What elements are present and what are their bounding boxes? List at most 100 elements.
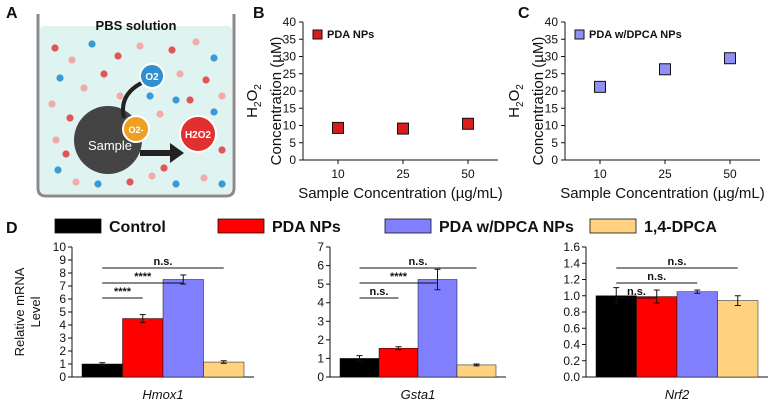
superoxide-label: O2- (128, 125, 143, 135)
legend-marker (574, 29, 585, 40)
molecule-dot (186, 96, 194, 104)
h2o2-label: H2O2 (185, 130, 212, 141)
y-tick-label: 6 (59, 292, 66, 306)
molecule-dot (62, 150, 70, 158)
y-tick-label: 0.0 (563, 370, 580, 384)
y-tick-label: 1.2 (563, 273, 580, 287)
y-tick-label: 5 (317, 277, 324, 291)
legend-label: PDA NPs (272, 219, 341, 236)
molecule-dot (218, 146, 226, 154)
molecule-dot (114, 52, 122, 60)
y-tick-label: 25 (283, 67, 297, 81)
data-point (332, 121, 344, 134)
molecule-dot (218, 92, 226, 100)
molecule-dot (172, 180, 180, 188)
superoxide-molecule (122, 115, 150, 143)
y-axis-title: H2O2 Concentration (µM) (244, 37, 285, 166)
bar (717, 300, 759, 378)
significance-label: n.s. (647, 271, 666, 283)
bar (122, 318, 164, 378)
bar (378, 347, 419, 378)
x-tick-label: 10 (331, 167, 345, 181)
y-tick-label: 5 (289, 136, 296, 150)
molecule-dot (210, 54, 218, 62)
significance-label: n.s. (409, 256, 428, 268)
y-tick-label: 25 (545, 67, 559, 81)
chart-panel-b: 0 5 10 15 20 25 30 35 40 10 25 50 PDA NPs Sample Conc… (244, 15, 503, 202)
y-tick-label: 9 (59, 253, 66, 267)
molecule-dot (192, 38, 200, 46)
molecule-dot (66, 114, 74, 122)
h2o2-molecule (179, 115, 217, 153)
molecule-dot (168, 46, 176, 54)
y-tick-label: 10 (545, 119, 559, 133)
schematic-panel: PBS solution Sample O2 O2- H2O2 (36, 14, 236, 198)
data-point (659, 63, 671, 76)
data-point (594, 80, 606, 93)
molecule-dot (68, 56, 76, 64)
panel-label-a: A (6, 5, 18, 22)
legend-label: PDA NPs (327, 29, 374, 41)
bar (203, 361, 245, 378)
panel-label-d: D (6, 220, 18, 237)
y-tick-label: 6 (317, 259, 324, 273)
y-axis-title: H2O2 Concentration (µM) (506, 37, 547, 166)
y-tick-label: 40 (545, 15, 559, 29)
bar (81, 363, 123, 378)
molecule-dot (146, 92, 154, 100)
significance-label: n.s. (370, 286, 389, 298)
y-tick-label: 4 (59, 318, 66, 332)
y-tick-label: 30 (283, 50, 297, 64)
y-tick-label: 2 (59, 344, 66, 358)
x-tick-label: 50 (461, 167, 475, 181)
y-tick-label: 20 (545, 84, 559, 98)
chart-panel-d-nrf2: 0.00.20.40.60.81.01.21.41.6n.s.n.s.n.s.N… (563, 240, 768, 402)
o2-molecule (139, 63, 165, 89)
gene-label: Hmox1 (142, 387, 183, 402)
molecule-dot (156, 110, 164, 118)
y-tick-label: 15 (283, 101, 297, 115)
molecule-dot (48, 100, 56, 108)
legend-marker (312, 29, 323, 40)
gene-label: Gsta1 (401, 387, 436, 402)
legend-swatch (54, 218, 102, 234)
y-tick-label: 2 (317, 333, 324, 347)
y-tick-label: 1.4 (563, 256, 580, 270)
y-tick-label: 0 (551, 153, 558, 167)
y-tick-label: 10 (283, 119, 297, 133)
y-tick-label: 5 (551, 136, 558, 150)
molecule-dot (202, 76, 210, 84)
bar (417, 279, 458, 378)
molecule-dot (160, 164, 168, 172)
molecule-dot (100, 70, 108, 78)
chart-panel-c: 0 5 10 15 20 25 30 35 40 10 25 50 PDA w/DPCA NPs Samp… (506, 15, 765, 202)
legend-d: Control PDA NPs PDA w/DPCA NPs 1,4-DPCA (54, 218, 717, 236)
bar (595, 295, 637, 378)
y-tick-label: 35 (283, 32, 297, 46)
y-tick-label: 0.4 (563, 338, 580, 352)
molecule-dots (48, 38, 226, 188)
pbs-solution-title: PBS solution (96, 18, 177, 33)
molecule-dot (136, 42, 144, 50)
x-tick-label: 50 (723, 167, 737, 181)
significance-label: n.s. (154, 256, 173, 268)
y-tick-label: 8 (59, 266, 66, 280)
molecule-dot (148, 172, 156, 180)
molecule-dot (52, 136, 60, 144)
significance-label: n.s. (627, 286, 646, 298)
data-point (724, 52, 736, 65)
legend-label: 1,4-DPCA (644, 219, 717, 236)
panel-label-c: C (518, 5, 530, 22)
bar (162, 279, 204, 378)
y-tick-label: 15 (545, 101, 559, 115)
y-tick-label: 1.6 (563, 240, 580, 254)
y-tick-label: 0 (289, 153, 296, 167)
panel-label-b: B (253, 5, 265, 22)
beaker (36, 14, 236, 198)
y-tick-label: 7 (317, 240, 324, 254)
data-point (462, 117, 474, 130)
y-tick-label: 0 (59, 370, 66, 384)
pbs-solution (40, 26, 232, 194)
y-tick-label: 20 (283, 84, 297, 98)
